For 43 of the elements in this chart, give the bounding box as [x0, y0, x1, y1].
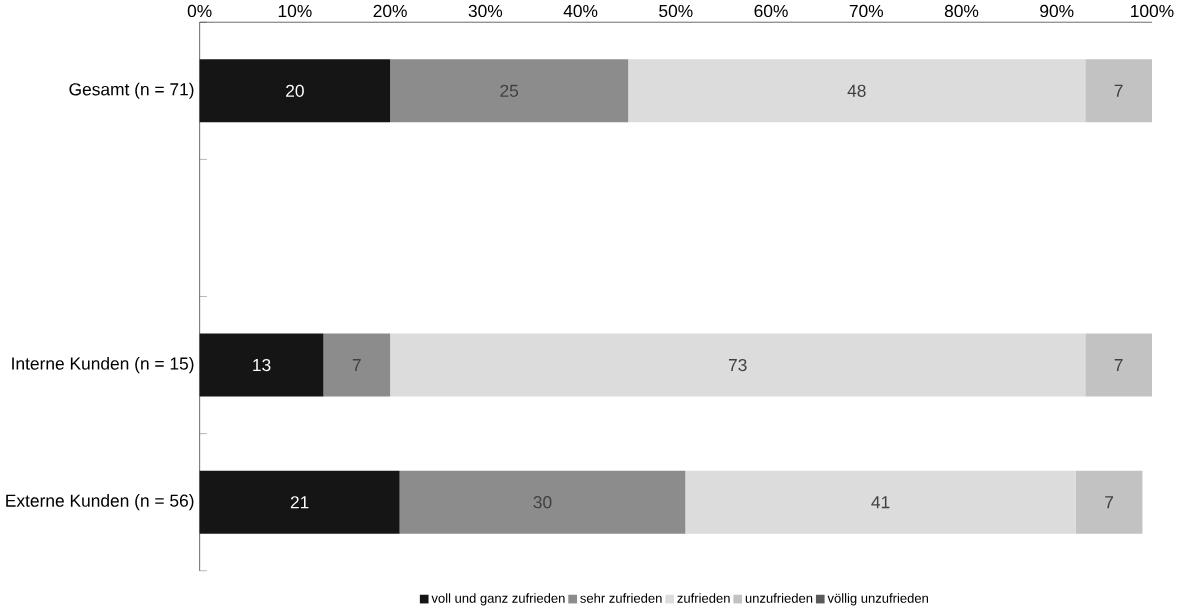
legend-label: völlig unzufrieden — [827, 593, 928, 606]
data-label: 7 — [1114, 84, 1123, 97]
data-label: 7 — [1105, 496, 1114, 509]
bar — [1085, 59, 1152, 123]
legend-label: sehr zufrieden — [580, 593, 662, 604]
legend-label: unzufrieden — [745, 593, 813, 604]
x-tick-label: 60% — [754, 4, 788, 18]
bar — [390, 333, 1086, 397]
x-tick-label: 10% — [278, 4, 312, 18]
data-label: 25 — [500, 84, 519, 98]
bar — [199, 59, 391, 123]
data-label: 13 — [253, 359, 271, 372]
x-tick-label: 0% — [187, 4, 212, 18]
x-tick-label: 50% — [659, 4, 693, 18]
y-tick-label: Gesamt (n = 71) — [69, 82, 194, 100]
bar — [685, 470, 1076, 534]
data-label: 41 — [871, 496, 890, 509]
bar — [323, 333, 391, 397]
bar — [1075, 470, 1143, 534]
y-tick-label: Interne Kunden (n = 15) — [12, 357, 194, 374]
data-label: 7 — [352, 359, 361, 372]
data-label: 73 — [728, 359, 747, 372]
bar — [399, 470, 686, 534]
data-label: 48 — [847, 84, 866, 98]
x-tick-label: 80% — [944, 4, 979, 18]
data-label: 21 — [290, 496, 309, 509]
bar — [199, 470, 400, 534]
y-tick-label: Externe Kunden (n = 56) — [6, 494, 194, 511]
bar — [1085, 333, 1152, 397]
x-tick-label: 90% — [1040, 4, 1074, 18]
x-tick-label: 70% — [849, 4, 884, 18]
data-label: 7 — [1114, 359, 1123, 372]
bar — [628, 59, 1086, 123]
legend-label: voll und ganz zufrieden — [431, 593, 565, 606]
data-label: 20 — [286, 84, 304, 98]
x-tick-label: 100% — [1131, 4, 1174, 18]
x-tick-label: 40% — [563, 4, 598, 18]
bar — [199, 333, 324, 397]
x-tick-label: 30% — [468, 4, 503, 18]
data-label: 30 — [533, 496, 552, 509]
bar — [390, 59, 629, 123]
legend-label: zufrieden — [677, 593, 730, 604]
x-tick-label: 20% — [373, 4, 407, 18]
